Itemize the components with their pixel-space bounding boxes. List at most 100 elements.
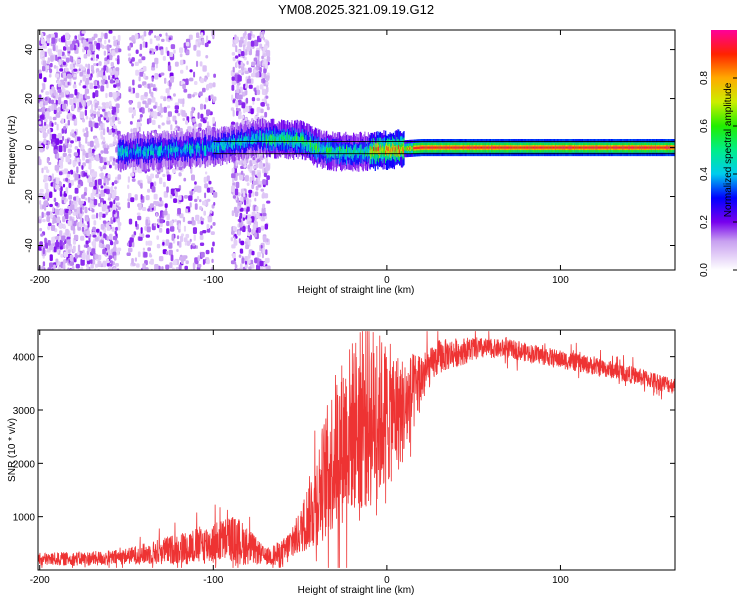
heatmap-noise-cell [135,69,139,76]
heatmap-noise-cell [248,220,252,226]
heatmap-noise-cell [160,72,165,76]
heatmap-noise-cell [170,124,173,131]
heatmap-noise-cell [234,210,239,217]
heatmap-noise-cell [173,127,179,131]
heatmap-noise-cell [52,217,57,224]
heatmap-noise-cell [257,172,261,178]
heatmap-noise-cell [53,109,57,115]
heatmap-noise-cell [101,213,106,218]
heatmap-noise-cell [69,98,73,105]
heatmap-noise-cell [59,230,63,237]
heatmap-noise-cell [169,194,173,199]
heatmap-noise-cell [56,65,59,73]
heatmap-noise-cell [113,84,117,88]
heatmap-noise-cell [67,81,70,86]
heatmap-noise-cell [41,211,44,219]
heatmap-noise-cell [230,237,234,242]
heatmap-noise-cell [211,247,214,253]
heatmap-noise-cell [139,43,143,51]
heatmap-noise-cell [47,176,51,181]
heatmap-noise-cell [171,267,175,270]
heatmap-noise-cell [70,113,73,117]
heatmap-noise-cell [163,181,166,188]
heatmap-noise-cell [199,242,205,246]
heatmap-noise-cell [100,32,104,38]
heatmap-noise-cell [98,70,101,77]
heatmap-noise-cell [43,200,49,206]
heatmap-noise-cell [77,251,80,256]
heatmap-noise-cell [49,89,52,95]
heatmap-noise-cell [43,212,47,217]
heatmap-noise-cell [262,47,265,54]
heatmap-noise-cell [98,178,102,186]
heatmap-noise-cell [41,205,45,209]
heatmap-noise-cell [185,41,190,47]
heatmap-noise-cell [202,200,207,206]
heatmap-noise-cell [60,253,64,258]
heatmap-noise-cell [42,60,47,67]
heatmap-noise-cell [262,163,265,167]
heatmap-noise-cell [234,39,238,44]
heatmap-noise-cell [246,206,250,212]
heatmap-noise-cell [92,258,96,265]
heatmap-noise-cell [93,33,98,38]
heatmap-noise-cell [106,126,109,133]
heatmap-noise-cell [128,247,133,253]
heatmap-noise-cell [105,104,110,109]
heatmap-noise-cell [97,111,101,118]
heatmap-noise-cell [76,102,79,108]
heatmap-noise-cell [58,159,63,166]
heatmap-noise-cell [168,37,172,41]
heatmap-noise-cell [86,100,90,107]
heatmap-noise-cell [69,261,74,266]
heatmap-noise-cell [231,210,235,217]
heatmap-noise-cell [102,128,106,136]
heatmap-noise-cell [41,167,44,174]
heatmap-noise-cell [90,259,93,264]
heatmap-noise-cell [266,106,270,111]
heatmap-noise-cell [212,241,215,247]
heatmap-noise-cell [38,108,43,112]
heatmap-noise-cell [56,123,59,131]
heatmap-noise-cell [99,156,103,164]
heatmap-noise-cell [171,234,175,241]
heatmap-noise-cell [203,77,207,82]
heatmap-noise-cell [194,257,199,265]
heatmap-noise-cell [54,103,57,110]
heatmap-noise-cell [102,248,106,255]
heatmap-noise-cell [199,231,203,236]
heatmap-noise-cell [212,222,216,226]
heatmap-noise-cell [78,82,82,86]
heatmap-noise-cell [142,66,147,72]
heatmap-noise-cell [95,90,99,98]
heatmap-noise-cell [65,57,70,63]
heatmap-noise-cell [261,59,264,63]
heatmap-noise-cell [136,263,140,268]
heatmap-noise-cell [241,102,246,109]
heatmap-noise-cell [72,211,76,216]
heatmap-noise-cell [116,97,120,101]
heatmap-noise-cell [196,196,200,200]
heatmap-noise-cell [95,143,100,148]
heatmap-noise-cell [236,84,240,91]
heatmap-noise-cell [90,155,94,161]
heatmap-noise-cell [152,87,157,91]
heatmap-noise-cell [44,100,48,106]
heatmap-noise-cell [55,241,60,248]
heatmap-noise-cell [108,68,112,73]
heatmap-noise-cell [87,246,92,252]
heatmap-noise-cell [182,216,186,223]
heatmap-noise-cell [231,173,236,179]
heatmap-noise-cell [42,132,47,139]
heatmap-noise-cell [89,199,92,205]
heatmap-noise-cell [180,69,184,74]
heatmap-noise-cell [153,193,158,200]
heatmap-noise-cell [67,119,70,126]
heatmap-noise-cell [177,241,180,246]
heatmap-noise-cell [38,94,42,99]
heatmap-noise-cell [130,172,135,177]
heatmap-noise-cell [41,33,44,40]
heatmap-noise-cell [208,180,212,185]
heatmap-noise-cell [262,235,267,243]
